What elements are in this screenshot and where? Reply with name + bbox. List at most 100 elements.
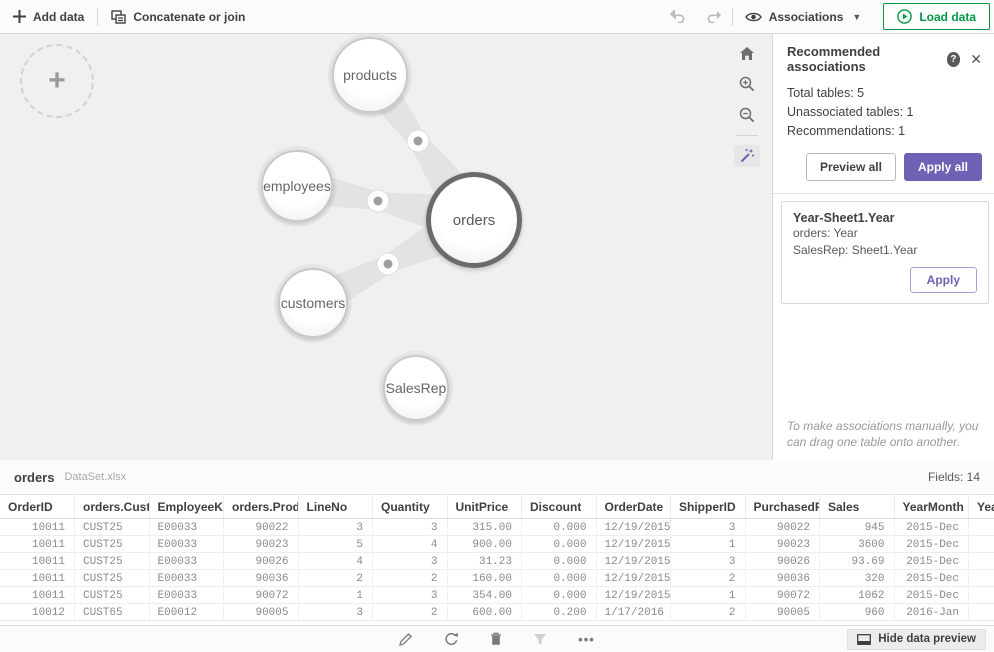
- refresh-icon: [445, 632, 459, 646]
- table-row: 10011 CUST25 E00033 90036 2 2 160.00 0.000 12/19…: [0, 569, 994, 587]
- table-cell: CUST25: [74, 586, 150, 604]
- association-connector-dot[interactable]: [366, 189, 390, 213]
- column-header: LineNo: [298, 495, 373, 519]
- table-cell: 1/17/2016: [596, 603, 671, 621]
- bubble-label: products: [343, 67, 397, 83]
- table-cell: [968, 552, 994, 570]
- load-data-button[interactable]: Load data: [883, 3, 990, 30]
- associations-dropdown[interactable]: Associations ▼: [733, 10, 874, 24]
- table-cell: 2015-Dec: [894, 552, 969, 570]
- table-bubble-customers[interactable]: customers: [278, 268, 348, 338]
- table-cell: 1: [298, 586, 373, 604]
- table-cell: E00012: [149, 603, 224, 621]
- table-cell: 320: [819, 569, 895, 587]
- apply-button[interactable]: Apply: [909, 267, 977, 293]
- table-action-icons: •••: [0, 632, 994, 647]
- table-cell: 90023: [745, 535, 820, 553]
- table-cell: 31.23: [447, 552, 522, 570]
- panel-collapse-icon: [857, 633, 872, 645]
- table-cell: 93.69: [819, 552, 895, 570]
- filter-button[interactable]: [533, 632, 547, 647]
- bubble-label: customers: [280, 295, 346, 311]
- recommended-associations-panel: Recommended associations ? ✕ Total table…: [772, 34, 994, 460]
- filter-icon: [534, 633, 547, 645]
- association-connector-dot[interactable]: [376, 252, 400, 276]
- panel-title: Recommended associations: [787, 44, 881, 74]
- column-header: Sales: [819, 495, 895, 519]
- table-cell: [968, 569, 994, 587]
- table-cell: 4: [298, 552, 373, 570]
- table-bubble-employees[interactable]: employees: [261, 150, 333, 222]
- bubble-label: orders: [452, 211, 496, 229]
- table-cell: 10011: [0, 535, 75, 553]
- table-row: 10011 CUST25 E00033 90072 1 3 354.00 0.000 12/19…: [0, 586, 994, 604]
- table-cell: 600.00: [447, 603, 522, 621]
- hide-data-preview-button[interactable]: Hide data preview: [847, 628, 986, 650]
- table-cell: 90026: [223, 552, 299, 570]
- toolbar-right-group: Associations ▼ Load data: [660, 0, 994, 33]
- edit-table-button[interactable]: [399, 632, 413, 647]
- column-header: Year: [968, 495, 994, 519]
- top-toolbar: Add data Concatenate or join: [0, 0, 994, 34]
- table-cell: 10011: [0, 518, 75, 536]
- table-cell: 2: [372, 603, 448, 621]
- column-header: Discount: [521, 495, 597, 519]
- table-cell: 0.000: [521, 586, 597, 604]
- toolbar-divider: [731, 7, 733, 26]
- concatenate-or-join-button[interactable]: Concatenate or join: [98, 0, 258, 33]
- table-cell: 0.000: [521, 535, 597, 553]
- preview-header-bar: orders DataSet.xlsx Fields: 14: [0, 460, 994, 495]
- table-cell: [968, 586, 994, 604]
- associations-label: Associations: [768, 9, 844, 24]
- fields-count-label: Fields: 14: [927, 470, 980, 484]
- table-row: 10012 CUST65 E00012 90005 3 2 600.00 0.200 1/17/…: [0, 603, 994, 621]
- table-cell: 2: [670, 603, 746, 621]
- total-tables-stat: Total tables: 5: [787, 86, 865, 100]
- undo-button[interactable]: [660, 0, 696, 33]
- main-area: products employees orders customers SalesRep…: [0, 34, 994, 460]
- recommendations-wand-button[interactable]: [734, 145, 760, 167]
- table-row: 10011 CUST25 E00033 90023 5 4 900.00 0.000 12/19…: [0, 535, 994, 553]
- table-cell: 12/19/2015: [596, 552, 671, 570]
- table-bubble-orders[interactable]: orders: [426, 172, 522, 268]
- table-cell: 0.000: [521, 569, 597, 587]
- table-cell: 354.00: [447, 586, 522, 604]
- home-button[interactable]: [734, 42, 760, 64]
- table-cell: 1: [670, 586, 746, 604]
- preview-all-button[interactable]: Preview all: [805, 153, 896, 181]
- source-file-label: DataSet.xlsx: [64, 471, 127, 483]
- column-header: ShipperID: [670, 495, 746, 519]
- association-connector-dot[interactable]: [406, 129, 430, 153]
- ellipsis-icon: •••: [578, 631, 595, 647]
- manual-association-hint: To make associations manually, you can d…: [787, 419, 979, 449]
- close-icon[interactable]: ✕: [970, 50, 982, 67]
- table-cell: 315.00: [447, 518, 522, 536]
- column-header: OrderDate: [596, 495, 671, 519]
- table-cell: [968, 603, 994, 621]
- reload-table-button[interactable]: [444, 632, 459, 647]
- redo-button[interactable]: [696, 0, 732, 33]
- table-bubble-products[interactable]: products: [332, 37, 408, 113]
- table-cell: 10011: [0, 569, 75, 587]
- table-cell: 90036: [745, 569, 820, 587]
- zoom-in-button[interactable]: [734, 73, 760, 95]
- table-cell: 3: [372, 518, 448, 536]
- table-cell: 0.200: [521, 603, 597, 621]
- undo-icon: [669, 10, 685, 23]
- delete-table-button[interactable]: [490, 632, 502, 647]
- column-header: UnitPrice: [447, 495, 522, 519]
- association-canvas: products employees orders customers SalesRep…: [0, 34, 772, 460]
- help-icon[interactable]: ?: [946, 51, 961, 67]
- bubble-label: SalesRep: [385, 380, 447, 396]
- zoom-in-icon: [739, 76, 755, 92]
- plus-icon: [13, 10, 26, 23]
- table-cell: E00033: [149, 569, 224, 587]
- table-cell: 90072: [223, 586, 299, 604]
- add-table-dropzone[interactable]: +: [20, 44, 94, 118]
- zoom-out-button[interactable]: [734, 104, 760, 126]
- apply-all-button[interactable]: Apply all: [903, 153, 982, 181]
- table-bubble-SalesRep[interactable]: SalesRep: [383, 355, 449, 421]
- column-header: YearMonth: [894, 495, 969, 519]
- add-data-button[interactable]: Add data: [0, 0, 97, 33]
- more-options-button[interactable]: •••: [578, 632, 595, 647]
